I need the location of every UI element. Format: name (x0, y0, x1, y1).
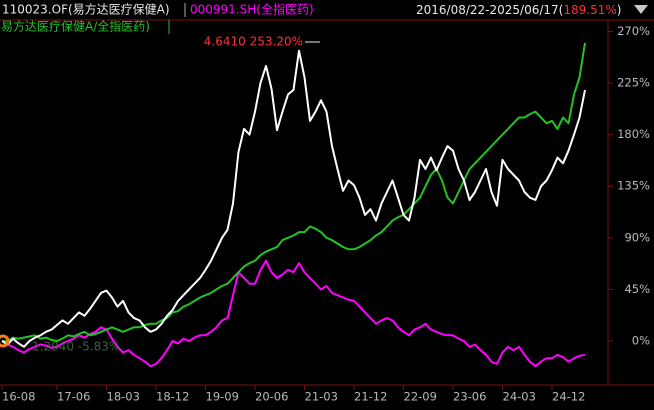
y-tick-label: 180% (617, 127, 650, 141)
y-tick-label: 135% (617, 179, 650, 193)
series-line (1, 49, 586, 348)
x-tick-label: 24-03 (503, 390, 536, 404)
date-range-text: 2016/08/22-2025/06/17( (416, 3, 563, 17)
x-tick-label: 18-03 (107, 390, 140, 404)
legend-index: 000991.SH(全指医药) (190, 2, 314, 17)
y-tick-label: 0% (632, 334, 650, 348)
y-tick-label: 90% (624, 230, 650, 244)
date-range-close: ) (617, 3, 622, 17)
annotation: 1.2940 -5.83% (32, 339, 120, 353)
x-tick-label: 16-08 (2, 390, 35, 404)
y-tick-label: 45% (624, 282, 650, 296)
x-tick-label: 23-06 (453, 390, 486, 404)
x-tick-label: 24-12 (552, 390, 585, 404)
start-marker (0, 334, 10, 348)
x-tick-label: 21-12 (354, 390, 387, 404)
y-tick-label: 225% (617, 76, 650, 90)
x-tick-label: 22-09 (404, 390, 437, 404)
dropdown-arrow[interactable] (634, 5, 648, 14)
x-tick-label: 20-06 (255, 390, 288, 404)
series-line (2, 42, 586, 342)
series-line (1, 259, 586, 368)
x-tick-label: 19-09 (206, 390, 239, 404)
annotation: 4.6410 253.20% (204, 35, 303, 49)
legend-ratio: 易方达医疗保健A/全指医药) (1, 19, 150, 34)
x-tick-label: 21-03 (305, 390, 338, 404)
x-tick-label: 18-12 (156, 390, 189, 404)
y-tick-label: 270% (617, 24, 650, 38)
date-range: 2016/08/22-2025/06/17(189.51%) (416, 3, 621, 17)
legend-fund: 110023.OF(易方达医疗保健A) (2, 2, 170, 17)
x-tick-label: 17-06 (57, 390, 90, 404)
range-change: 189.51% (563, 3, 616, 17)
